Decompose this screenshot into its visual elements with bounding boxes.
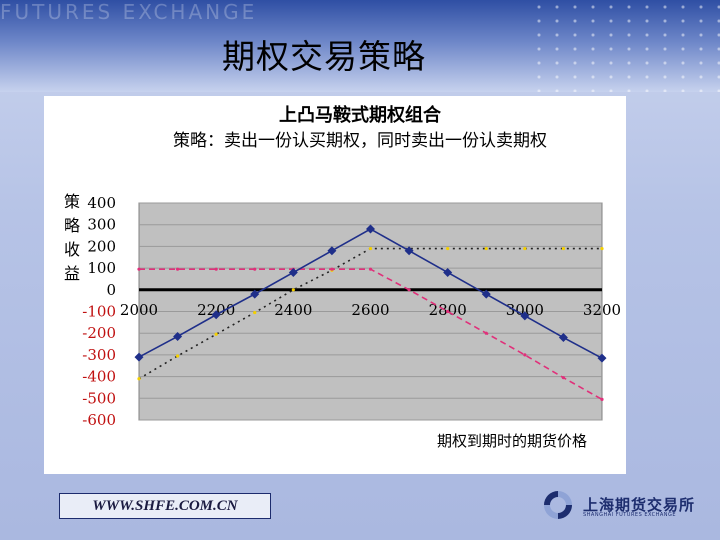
- x-tick-label: 3000: [506, 301, 544, 319]
- y-tick-label: -400: [82, 368, 116, 386]
- header-banner: FUTURES EXCHANGE: [0, 0, 720, 92]
- point-short_put: [523, 353, 527, 357]
- x-tick-label: 2000: [120, 301, 158, 319]
- y-tick-label: 400: [87, 194, 116, 212]
- point-short_put: [137, 267, 141, 271]
- x-axis-label: 期权到期时的期货价格: [437, 432, 588, 450]
- point-short_call: [484, 246, 488, 251]
- exchange-logo-icon: [544, 491, 572, 519]
- point-short_call: [523, 246, 527, 251]
- y-tick-label: 300: [87, 216, 116, 234]
- point-short_call: [600, 246, 604, 251]
- point-short_put: [561, 376, 566, 380]
- y-tick-label: -600: [82, 411, 116, 429]
- point-short_put: [253, 267, 257, 271]
- chart-subtitle: 策略：卖出一份认买期权，同时卖出一份认卖期权: [173, 131, 547, 151]
- point-short_put: [484, 331, 488, 335]
- banner-decoration: [530, 0, 720, 92]
- point-short_put: [368, 267, 373, 271]
- point-short_call: [214, 332, 218, 336]
- point-combo: [404, 246, 414, 256]
- point-short_call: [368, 246, 373, 251]
- point-combo: [250, 289, 260, 299]
- point-combo: [597, 353, 607, 363]
- point-short_put: [214, 267, 218, 271]
- logo-name: 上海期货交易所: [583, 496, 696, 514]
- x-tick-label: 3200: [583, 301, 621, 319]
- point-short_call: [446, 246, 450, 251]
- point-combo: [520, 311, 530, 321]
- x-tick-label: 2600: [351, 301, 389, 319]
- point-short_put: [600, 397, 604, 401]
- point-short_put: [330, 267, 334, 271]
- point-combo: [173, 331, 183, 341]
- y-tick-label: -100: [82, 303, 116, 321]
- point-combo: [558, 333, 568, 343]
- y-tick-label: 200: [87, 237, 116, 255]
- y-tick-label: 0: [106, 281, 116, 299]
- point-short_call: [291, 288, 295, 292]
- x-tick-label: 2800: [429, 301, 467, 319]
- point-combo: [443, 267, 453, 277]
- point-combo: [211, 310, 221, 320]
- point-combo: [288, 267, 298, 277]
- slide-title: 期权交易策略: [222, 37, 426, 76]
- y-axis-label: 策略收益: [64, 192, 81, 283]
- point-combo: [366, 224, 375, 234]
- y-tick-label: -200: [82, 324, 116, 342]
- logo-subtitle: SHANGHAI FUTURES EXCHANGE: [583, 512, 677, 518]
- y-tick-label: 100: [87, 259, 116, 277]
- point-short_put: [175, 267, 180, 271]
- y-tick-label: -500: [82, 389, 116, 407]
- point-short_call: [175, 354, 180, 358]
- chart-title: 上凸马鞍式期权组合: [279, 105, 441, 126]
- point-short_call: [253, 310, 257, 315]
- point-short_call: [137, 377, 141, 381]
- point-short_call: [561, 246, 566, 251]
- point-combo: [327, 246, 337, 256]
- point-short_put: [446, 309, 450, 314]
- point-short_put: [407, 288, 411, 292]
- x-tick-label: 2400: [274, 301, 312, 319]
- banner-watermark: FUTURES EXCHANGE: [0, 0, 258, 24]
- point-combo: [481, 289, 491, 299]
- x-tick-label: 2200: [197, 301, 235, 319]
- y-tick-label: -300: [82, 346, 116, 364]
- website-url[interactable]: WWW.SHFE.COM.CN: [59, 493, 271, 519]
- point-combo: [134, 352, 144, 362]
